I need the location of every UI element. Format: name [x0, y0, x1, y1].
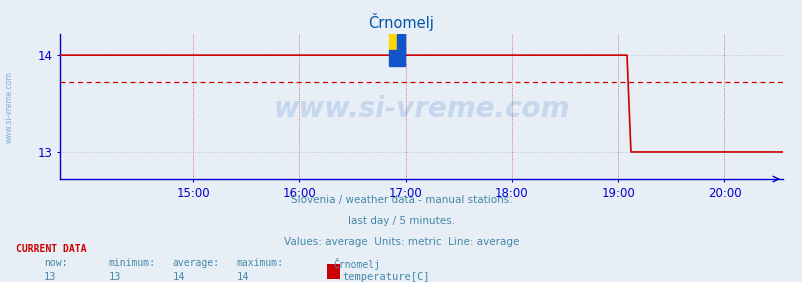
Bar — [389, 34, 396, 50]
Text: 14: 14 — [237, 272, 249, 282]
Text: 13: 13 — [44, 272, 57, 282]
Text: maximum:: maximum: — [237, 258, 284, 268]
Text: average:: average: — [172, 258, 220, 268]
Text: Črnomelj: Črnomelj — [333, 258, 380, 270]
Text: Values: average  Units: metric  Line: average: Values: average Units: metric Line: aver… — [283, 237, 519, 247]
Bar — [389, 50, 396, 66]
Text: temperature[C]: temperature[C] — [342, 272, 430, 282]
Text: Črnomelj: Črnomelj — [368, 13, 434, 31]
Text: 13: 13 — [108, 272, 121, 282]
Text: now:: now: — [44, 258, 67, 268]
Text: CURRENT DATA: CURRENT DATA — [16, 244, 87, 254]
Text: www.si-vreme.com: www.si-vreme.com — [273, 95, 569, 123]
Text: minimum:: minimum: — [108, 258, 156, 268]
Text: Slovenia / weather data - manual stations.: Slovenia / weather data - manual station… — [290, 195, 512, 204]
Bar — [396, 34, 404, 50]
Text: www.si-vreme.com: www.si-vreme.com — [5, 71, 14, 143]
Text: 14: 14 — [172, 272, 185, 282]
Bar — [396, 50, 404, 66]
Text: last day / 5 minutes.: last day / 5 minutes. — [347, 216, 455, 226]
